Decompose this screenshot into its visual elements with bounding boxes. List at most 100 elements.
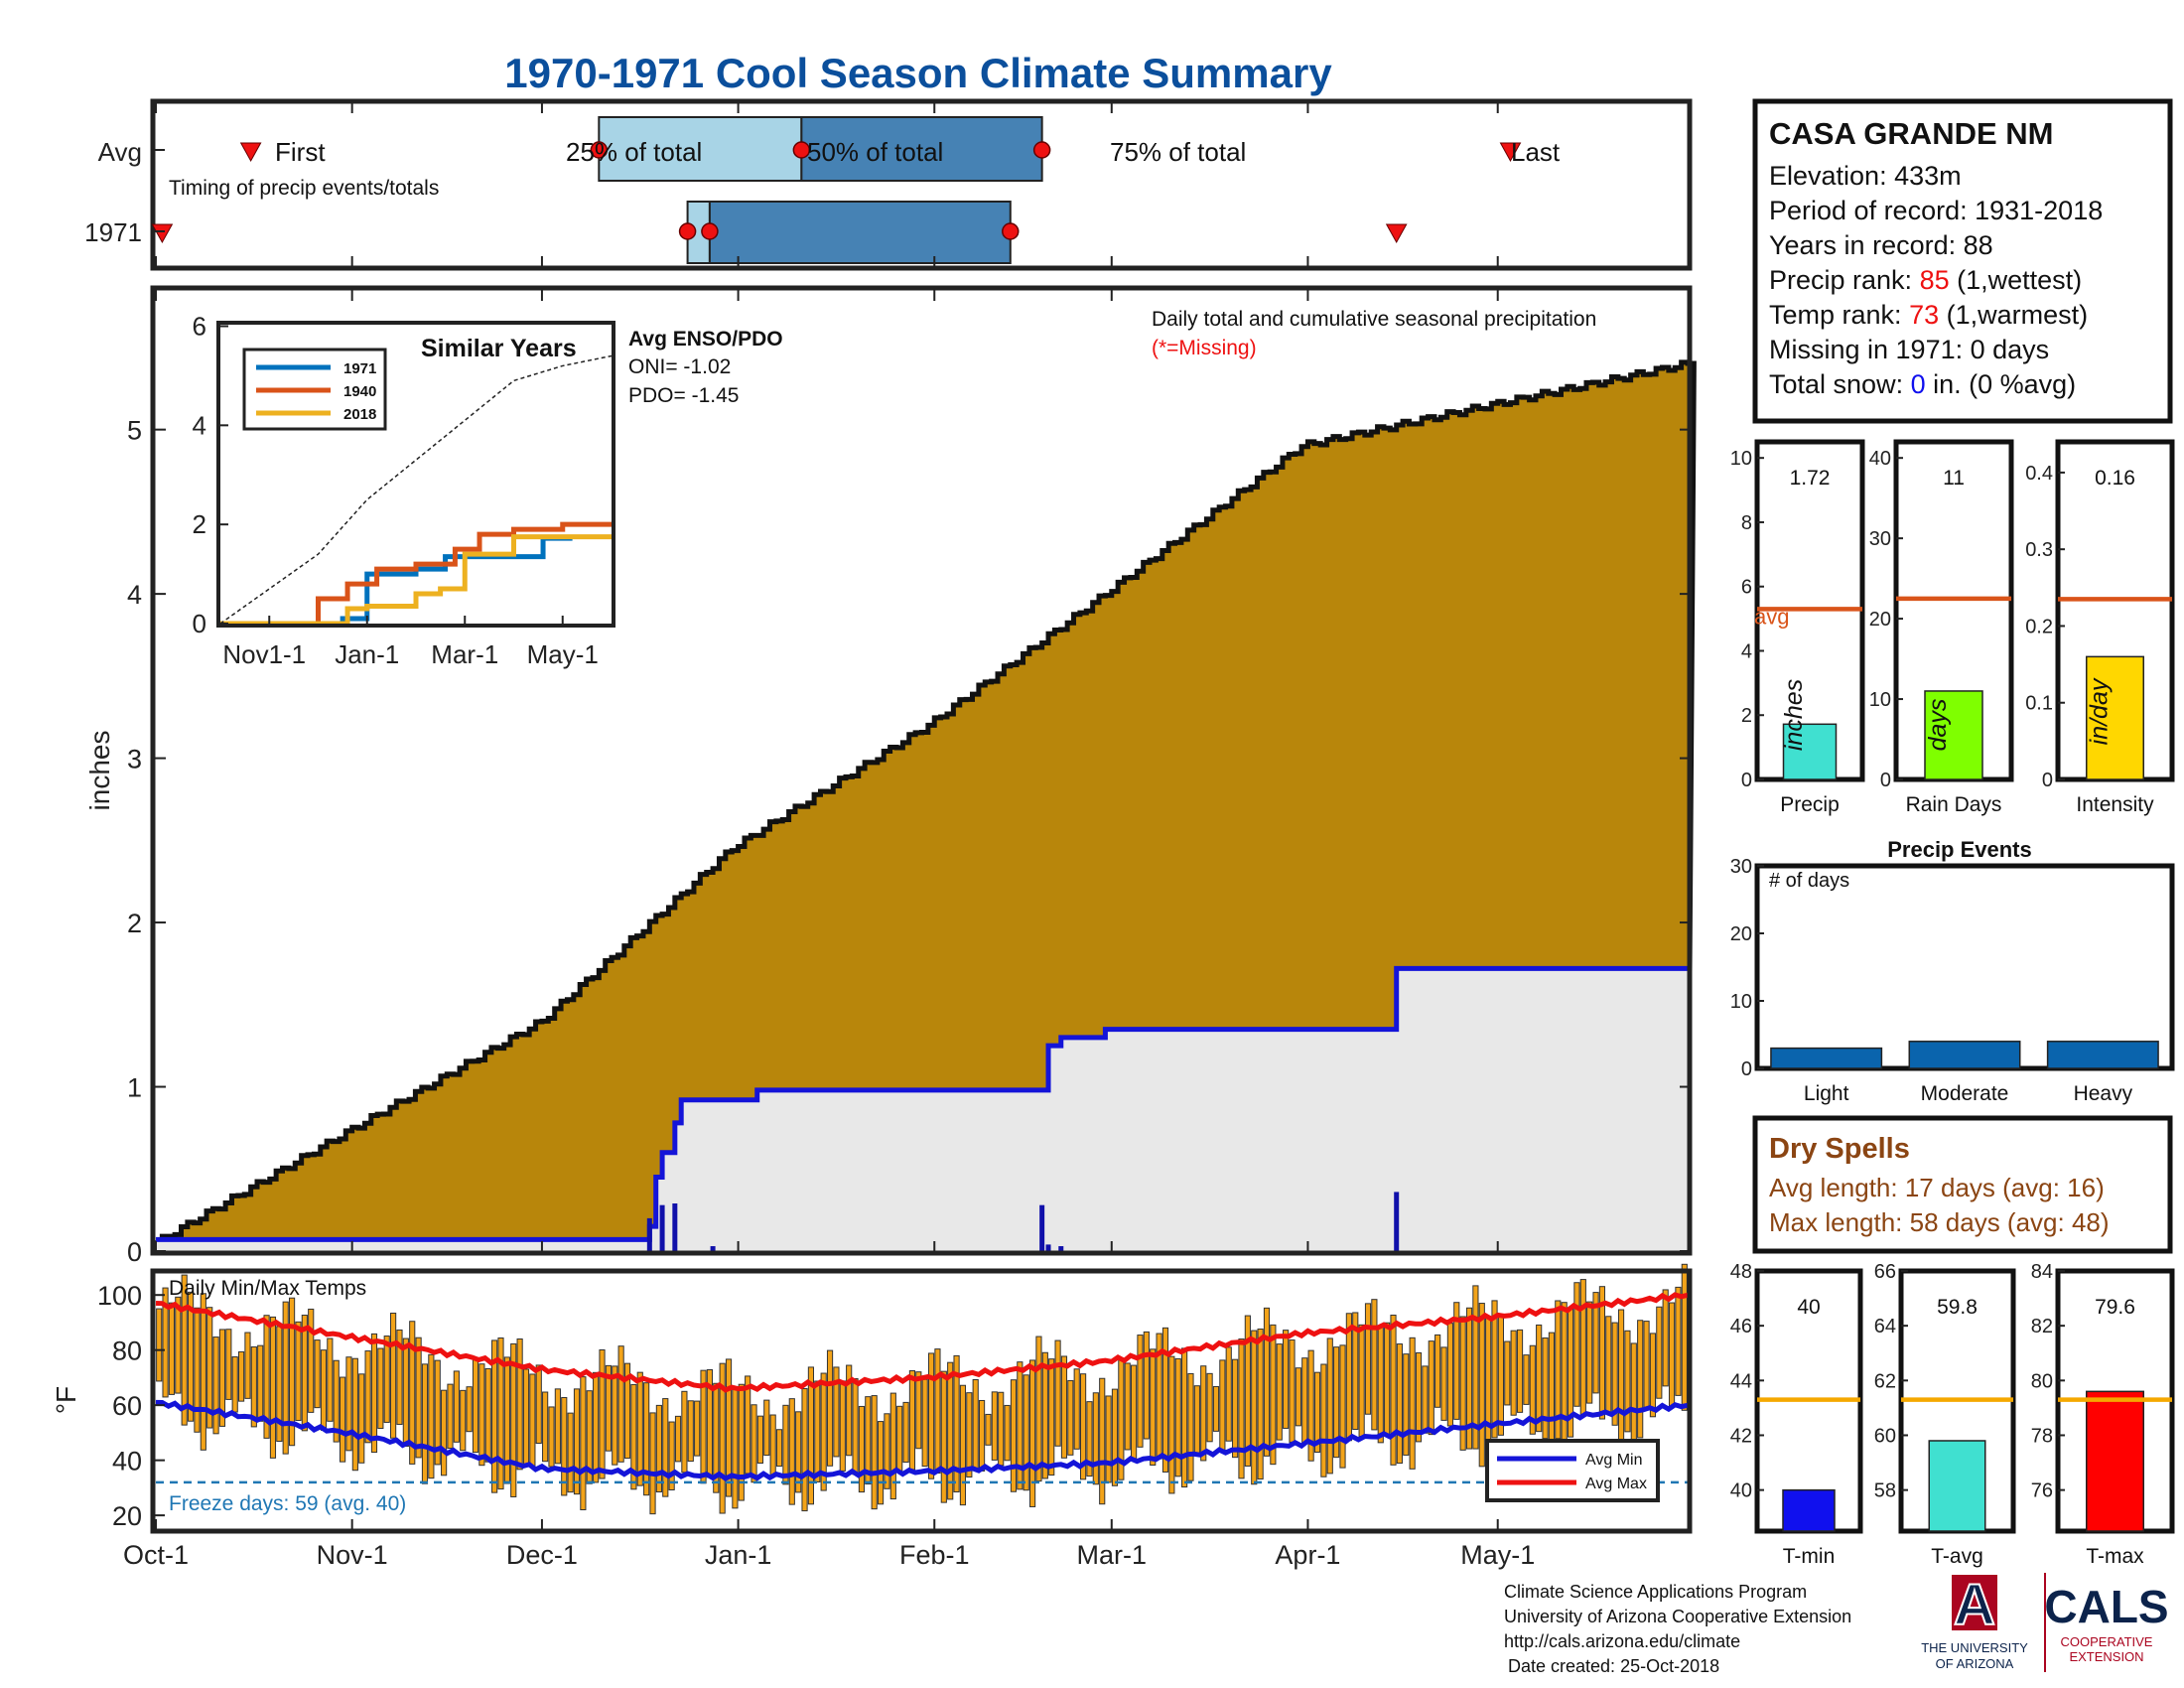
daily-temp-bar	[250, 1346, 257, 1428]
daily-temp-bar	[871, 1395, 878, 1510]
t-avg-axis-label: T-avg	[1931, 1545, 1983, 1568]
cals-logo-sub1: COOPERATIVE	[2061, 1634, 2153, 1649]
t-avg-bar	[1928, 1440, 1986, 1532]
intensity-chart: 0 0.1 0.2 0.3 0.4 0.16 Intensity in/day	[2025, 439, 2175, 816]
daily-temp-bar	[1225, 1346, 1232, 1442]
precip-events-x-label: Heavy	[2074, 1082, 2133, 1105]
daily-temp-bar	[212, 1336, 219, 1435]
precip-events-y-tick-label: 30	[1730, 856, 1752, 878]
daily-temp-bar	[1403, 1353, 1410, 1456]
daily-temp-bar	[390, 1312, 397, 1439]
daily-temp-bar	[1542, 1336, 1549, 1440]
daily-temp-bar	[364, 1350, 371, 1444]
precip-unit-label: inches	[1780, 679, 1808, 751]
daily-temp-bar	[194, 1307, 201, 1433]
daily-temp-bar	[605, 1364, 612, 1452]
daily-temp-bar	[1630, 1342, 1637, 1443]
daily-temp-bar	[1440, 1346, 1447, 1421]
daily-temp-bar	[402, 1337, 409, 1448]
daily-temp-bar	[1491, 1300, 1498, 1439]
daily-temp-bar	[839, 1380, 846, 1472]
temp-legend	[1485, 1439, 1660, 1502]
daily-temp-bar	[522, 1368, 530, 1466]
daily-temp-bar	[1263, 1307, 1271, 1457]
daily-temp-bar	[327, 1337, 334, 1422]
t-min-value-label: 40	[1797, 1296, 1820, 1319]
year-p50-marker	[701, 222, 719, 240]
t-avg-y-tick-label: 66	[1874, 1261, 1896, 1283]
timing-panel: Avg 1971 Timing of precip events/totals …	[84, 98, 1693, 271]
daily-temp-bar	[896, 1405, 903, 1473]
t-avg-y-tick-label: 58	[1874, 1480, 1896, 1502]
daily-temp-bar	[175, 1296, 182, 1394]
daily-temp-bar	[1028, 1359, 1036, 1507]
rain-days-y-tick-label: 20	[1869, 609, 1891, 631]
daily-temp-bar	[1339, 1344, 1346, 1469]
daily-precip-bar	[1394, 1192, 1400, 1251]
station-elevation: Elevation: 433m	[1769, 161, 1962, 191]
daily-temp-bar	[497, 1336, 504, 1490]
daily-temp-bar	[1465, 1307, 1473, 1450]
daily-temp-bar	[301, 1315, 308, 1432]
daily-temp-bar	[1364, 1303, 1372, 1415]
station-snow: Total snow: 0 in. (0 %avg)	[1769, 369, 2076, 399]
enso-oni: ONI= -1.02	[628, 355, 731, 378]
avg-p50-marker	[792, 141, 811, 159]
precip-value-label: 1.72	[1790, 467, 1831, 490]
dry-spells-box: Dry Spells Avg length: 17 days (avg: 16)…	[1752, 1115, 2173, 1254]
daily-temp-bar	[1592, 1292, 1599, 1394]
month-x-ticks: Oct-1 Nov-1 Dec-1 Jan-1 Feb-1 Mar-1 Apr-1 May-1	[123, 103, 1535, 1570]
daily-precip-bar	[1058, 1246, 1064, 1251]
intensity-axis-label: Intensity	[2076, 793, 2154, 816]
station-temp-rank: Temp rank: 73 (1,warmest)	[1769, 300, 2088, 330]
daily-temp-bar	[1105, 1395, 1112, 1483]
daily-temp-bar	[580, 1376, 587, 1511]
avg-max-line	[155, 1292, 1689, 1393]
daily-temp-bar	[484, 1367, 491, 1463]
month-x-tick-label: Mar-1	[1077, 1540, 1148, 1570]
t-max-chart: 76 78 80 82 84 79.6 T-max	[2031, 1261, 2175, 1568]
similar-years-line-1940	[220, 521, 614, 627]
t-max-y-tick-label: 78	[2031, 1425, 2053, 1447]
daily-temp-bar	[775, 1429, 783, 1468]
t-max-y-tick-label: 80	[2031, 1370, 2053, 1392]
daily-temp-bar	[617, 1345, 624, 1463]
precip-y-tick-label: 4	[127, 580, 142, 610]
daily-temp-bar	[1289, 1339, 1296, 1443]
daily-temp-bar	[231, 1356, 238, 1413]
precip-chart: 0 2 4 6 8 10 1.72 Precip inches avg	[1730, 439, 1865, 816]
station-years: Years in record: 88	[1769, 230, 1993, 260]
precip-events-y-tick-label: 10	[1730, 991, 1752, 1013]
daily-temp-bar	[162, 1287, 169, 1398]
daily-temp-bar	[738, 1383, 745, 1501]
similar-years-plot	[219, 354, 614, 627]
daily-temp-bar	[535, 1364, 542, 1445]
daily-temp-bar	[1307, 1349, 1314, 1462]
daily-temp-bar	[852, 1378, 859, 1476]
daily-temp-bar	[257, 1344, 264, 1422]
daily-temp-bar	[1067, 1379, 1074, 1456]
timing-last-label: Last	[1511, 137, 1561, 167]
month-x-tick-label: Nov-1	[317, 1540, 388, 1570]
daily-temp-bar	[1073, 1368, 1080, 1450]
precip-y-tick-label: 6	[1741, 577, 1752, 599]
daily-temp-bar	[218, 1329, 226, 1427]
temp-plot-area	[155, 1263, 1689, 1515]
daily-temp-bar	[814, 1380, 821, 1482]
daily-temp-bar	[447, 1383, 454, 1450]
daily-temp-bar	[168, 1302, 176, 1395]
precip-y-ticks: 0 1 2 3 4 5	[127, 416, 1690, 1267]
daily-temp-bar	[1510, 1330, 1517, 1416]
daily-temp-bar	[908, 1370, 916, 1471]
daily-temp-bar	[858, 1405, 866, 1493]
similar-years-x-tick-label: May-1	[527, 639, 599, 669]
daily-temp-bar	[1396, 1343, 1403, 1465]
daily-temp-bar	[415, 1336, 422, 1459]
t-min-y-tick-label: 40	[1730, 1480, 1752, 1502]
daily-temp-bar	[1371, 1299, 1378, 1431]
similar-years-y-ticks: 0 2 4 6	[193, 312, 228, 638]
rain-days-y-tick-label: 30	[1869, 528, 1891, 550]
daily-temp-bar	[1681, 1263, 1688, 1411]
similar-years-x-tick-label: Jan-1	[335, 639, 399, 669]
